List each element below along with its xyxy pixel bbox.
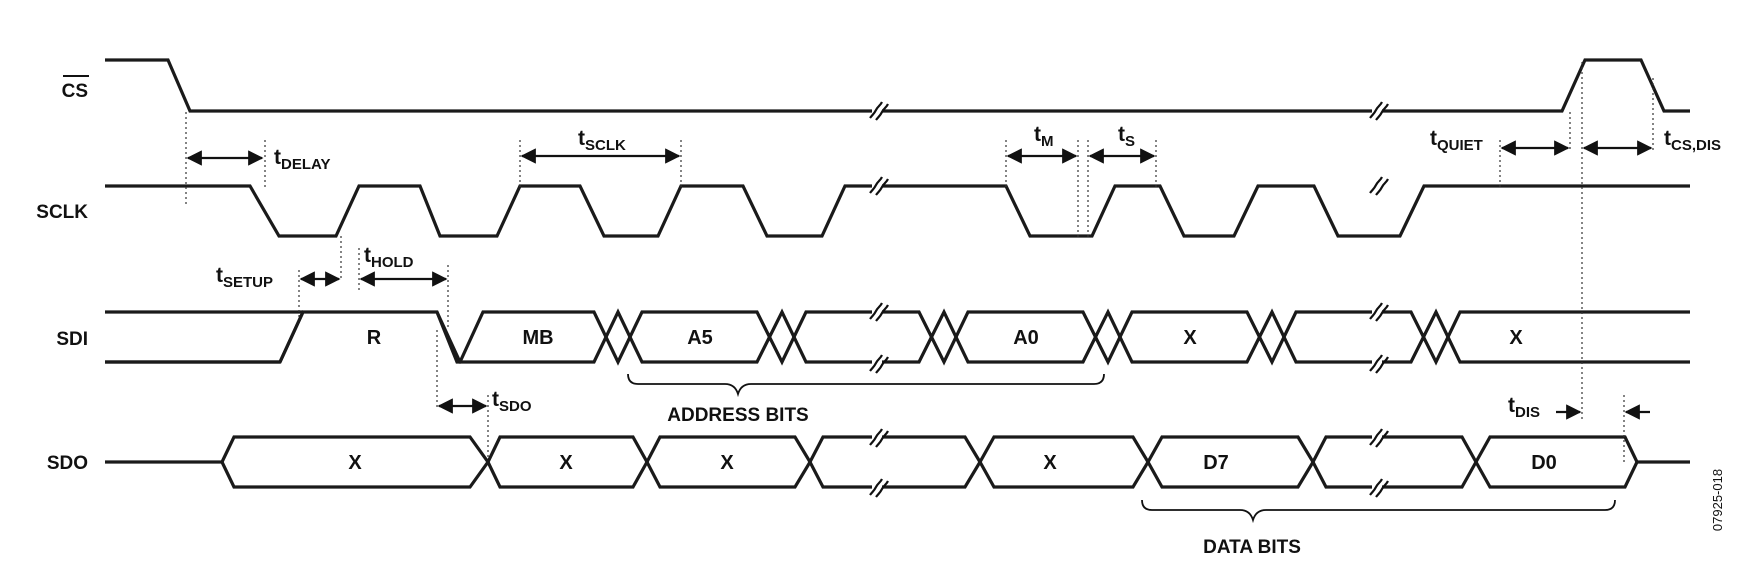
t-setup-label: tSETUP <box>216 264 273 291</box>
cs-label: CS <box>62 81 88 102</box>
reference-lines <box>185 62 1654 462</box>
cs-waveform <box>105 58 1690 113</box>
t-hold-label: tHOLD <box>364 244 414 271</box>
sclk-waveform <box>105 184 1690 238</box>
sdo-segment-x2: X <box>559 452 573 474</box>
sdo-label: SDO <box>47 453 88 474</box>
sdo-segment-d7: D7 <box>1203 452 1229 474</box>
sdi-segment-x1: X <box>1183 327 1197 349</box>
sdi-waveform-lower <box>105 308 1690 364</box>
t-csdis-label: tCS,DIS <box>1664 127 1721 154</box>
sdo-waveform-lower <box>220 458 1639 489</box>
t-s-label: tS <box>1118 123 1135 150</box>
data-bits-label: DATA BITS <box>1203 537 1301 558</box>
sdo-segment-d0: D0 <box>1531 452 1557 474</box>
sdi-label: SDI <box>56 329 88 350</box>
t-delay-label: tDELAY <box>274 146 330 173</box>
t-dis-label: tDIS <box>1508 394 1540 421</box>
sdo-waveform-upper <box>105 435 1690 466</box>
figure-id: 07925-018 <box>1710 469 1725 531</box>
address-bits-label: ADDRESS BITS <box>667 405 808 426</box>
sdo-segment-x3: X <box>720 452 734 474</box>
t-sdo-label: tSDO <box>492 388 532 415</box>
sdi-segment-r: R <box>367 327 382 349</box>
address-bits-brace <box>627 373 1105 398</box>
timing-labels: tDELAY tSCLK tM tS tQUIET tCS,DIS tSETUP… <box>216 123 1721 421</box>
break-markers <box>869 100 1389 498</box>
t-quiet-label: tQUIET <box>1430 127 1483 154</box>
sdi-segment-x2: X <box>1509 327 1523 349</box>
sclk-label: SCLK <box>36 202 88 223</box>
sdo-segment-x4: X <box>1043 452 1057 474</box>
data-bits-brace <box>1141 499 1616 524</box>
t-sclk-label: tSCLK <box>578 127 626 154</box>
sdi-waveform-upper <box>105 310 1690 366</box>
sdi-segment-mb: MB <box>522 327 553 349</box>
sdo-segment-x1: X <box>348 452 362 474</box>
sdi-segment-a0: A0 <box>1013 327 1039 349</box>
sdi-segment-a5: A5 <box>687 327 713 349</box>
timing-arrows <box>186 140 1653 420</box>
t-m-label: tM <box>1034 123 1054 150</box>
